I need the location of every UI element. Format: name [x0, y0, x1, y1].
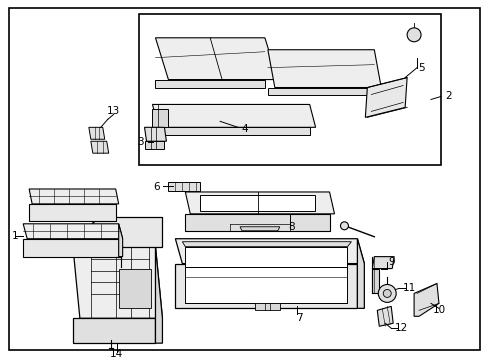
Polygon shape [23, 224, 122, 239]
Polygon shape [23, 239, 119, 257]
Polygon shape [413, 283, 438, 316]
Text: 4: 4 [241, 124, 248, 134]
Text: 11: 11 [402, 283, 415, 293]
Text: 5: 5 [417, 63, 424, 73]
Polygon shape [73, 318, 155, 343]
Polygon shape [80, 217, 162, 247]
Polygon shape [377, 306, 392, 326]
Polygon shape [175, 239, 364, 264]
Bar [138, 14, 440, 165]
Polygon shape [267, 50, 381, 87]
Circle shape [378, 284, 395, 302]
Text: 1: 1 [12, 231, 19, 241]
Polygon shape [155, 38, 277, 80]
Polygon shape [91, 141, 108, 153]
Polygon shape [29, 189, 119, 204]
Polygon shape [371, 269, 379, 293]
Polygon shape [73, 247, 162, 318]
Circle shape [340, 222, 348, 230]
Polygon shape [119, 269, 150, 309]
Polygon shape [182, 242, 351, 247]
Polygon shape [155, 247, 162, 343]
Text: 6: 6 [153, 182, 160, 192]
Polygon shape [200, 195, 314, 211]
Polygon shape [185, 266, 347, 303]
Polygon shape [152, 104, 315, 127]
Polygon shape [152, 109, 168, 127]
Polygon shape [29, 204, 116, 221]
Text: 7: 7 [296, 313, 303, 323]
Polygon shape [152, 127, 309, 135]
Circle shape [407, 28, 420, 42]
Polygon shape [168, 182, 200, 191]
Polygon shape [267, 87, 373, 95]
Text: 14: 14 [110, 349, 123, 359]
Text: 3: 3 [137, 137, 143, 147]
Polygon shape [185, 247, 347, 266]
Text: 8: 8 [288, 222, 294, 232]
Polygon shape [144, 141, 164, 149]
Text: 2: 2 [445, 91, 451, 102]
Polygon shape [371, 257, 393, 269]
Polygon shape [185, 192, 334, 214]
Text: 10: 10 [431, 305, 445, 315]
Polygon shape [89, 127, 104, 139]
Polygon shape [155, 80, 264, 87]
Polygon shape [254, 303, 279, 310]
Polygon shape [240, 227, 279, 231]
Polygon shape [185, 214, 329, 231]
Polygon shape [119, 224, 122, 257]
Polygon shape [175, 264, 357, 309]
Text: 9: 9 [387, 257, 394, 267]
Polygon shape [144, 127, 166, 141]
Text: 12: 12 [394, 323, 407, 333]
Text: 13: 13 [107, 107, 120, 116]
Polygon shape [357, 239, 364, 309]
Polygon shape [365, 78, 407, 117]
Circle shape [383, 289, 390, 297]
